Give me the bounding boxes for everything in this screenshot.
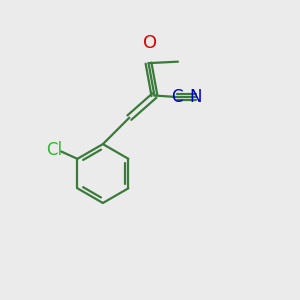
- Text: N: N: [189, 88, 202, 106]
- Text: O: O: [143, 34, 157, 52]
- Text: C: C: [171, 88, 182, 106]
- Text: Cl: Cl: [46, 141, 62, 159]
